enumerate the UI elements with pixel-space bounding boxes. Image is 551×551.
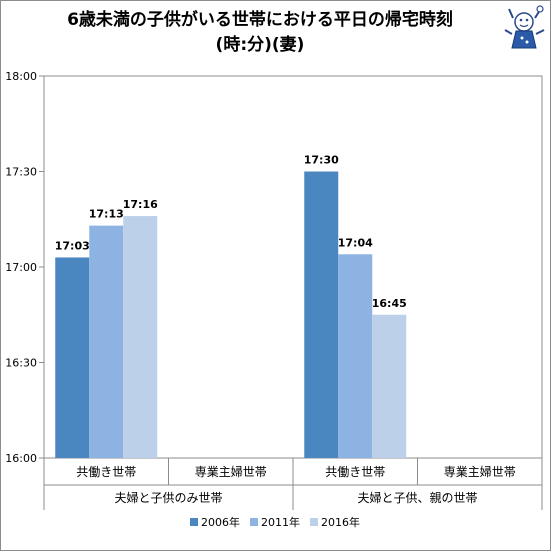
chart-title: 6歳未満の子供がいる世帯における平日の帰宅時刻 (時:分)(妻) xyxy=(20,8,500,58)
mascot-logo xyxy=(504,5,545,49)
group-label: 夫婦と子供、親の世帯 xyxy=(357,490,477,505)
bar xyxy=(89,225,124,458)
legend-label: 2006年 xyxy=(201,515,240,529)
bar xyxy=(372,314,407,458)
bar xyxy=(304,171,339,458)
data-label: 17:13 xyxy=(89,208,124,221)
bar xyxy=(123,216,158,458)
data-label: 17:30 xyxy=(304,154,339,167)
chart-title-line-2: (時:分)(妻) xyxy=(215,35,305,55)
y-tick-label: 16:30 xyxy=(5,357,37,370)
category-label: 専業主婦世帯 xyxy=(195,464,267,479)
y-tick-label: 18:00 xyxy=(5,70,37,83)
y-tick-label: 16:00 xyxy=(5,452,37,465)
group-label: 夫婦と子供のみ世帯 xyxy=(114,490,222,505)
category-label: 専業主婦世帯 xyxy=(444,464,516,479)
legend-swatch xyxy=(310,518,318,526)
y-tick-label: 17:30 xyxy=(5,166,37,179)
chart-title-line-1: 6歳未満の子供がいる世帯における平日の帰宅時刻 xyxy=(67,10,453,30)
bar xyxy=(55,257,90,458)
legend-label: 2016年 xyxy=(321,515,360,529)
data-label: 17:16 xyxy=(123,198,158,211)
category-label: 共働き世帯 xyxy=(76,465,136,479)
y-tick-label: 17:00 xyxy=(5,261,37,274)
bar xyxy=(338,254,373,458)
data-label: 17:03 xyxy=(55,239,90,252)
legend-label: 2011年 xyxy=(261,515,300,529)
data-label: 16:45 xyxy=(372,297,407,310)
legend-swatch xyxy=(250,518,258,526)
legend-swatch xyxy=(190,518,198,526)
data-label: 17:04 xyxy=(338,236,373,249)
category-label: 共働き世帯 xyxy=(325,465,385,479)
